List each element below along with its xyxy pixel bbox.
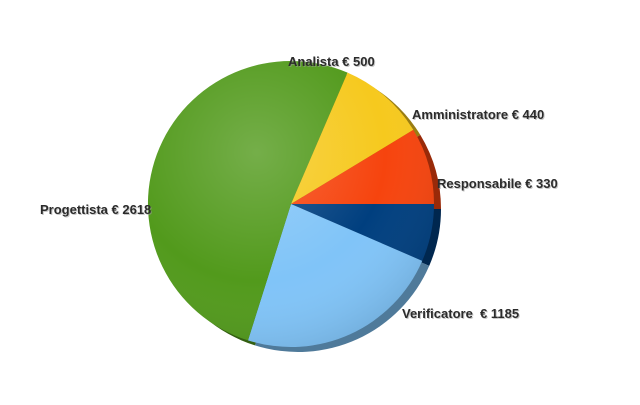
slice-label-amministratore: Amministratore € 440 (412, 107, 544, 122)
slice-label-analista: Analista € 500 (288, 54, 375, 69)
slice-label-shadow-amministratore: Amministratore € 440 (413, 108, 545, 123)
slice-label-progettista: Progettista € 2618 (40, 202, 151, 217)
slice-label-verificatore: Verificatore € 1185 (402, 306, 519, 321)
slice-label-shadow-progettista: Progettista € 2618 (41, 203, 152, 218)
slice-label-shadow-responsabile: Responsabile € 330 (438, 177, 559, 192)
pie-slice-layer (147, 60, 434, 347)
slice-label-shadow-analista: Analista € 500 (289, 55, 376, 70)
slice-label-responsabile: Responsabile € 330 (437, 176, 558, 191)
slice-label-shadow-verificatore: Verificatore € 1185 (403, 307, 520, 322)
